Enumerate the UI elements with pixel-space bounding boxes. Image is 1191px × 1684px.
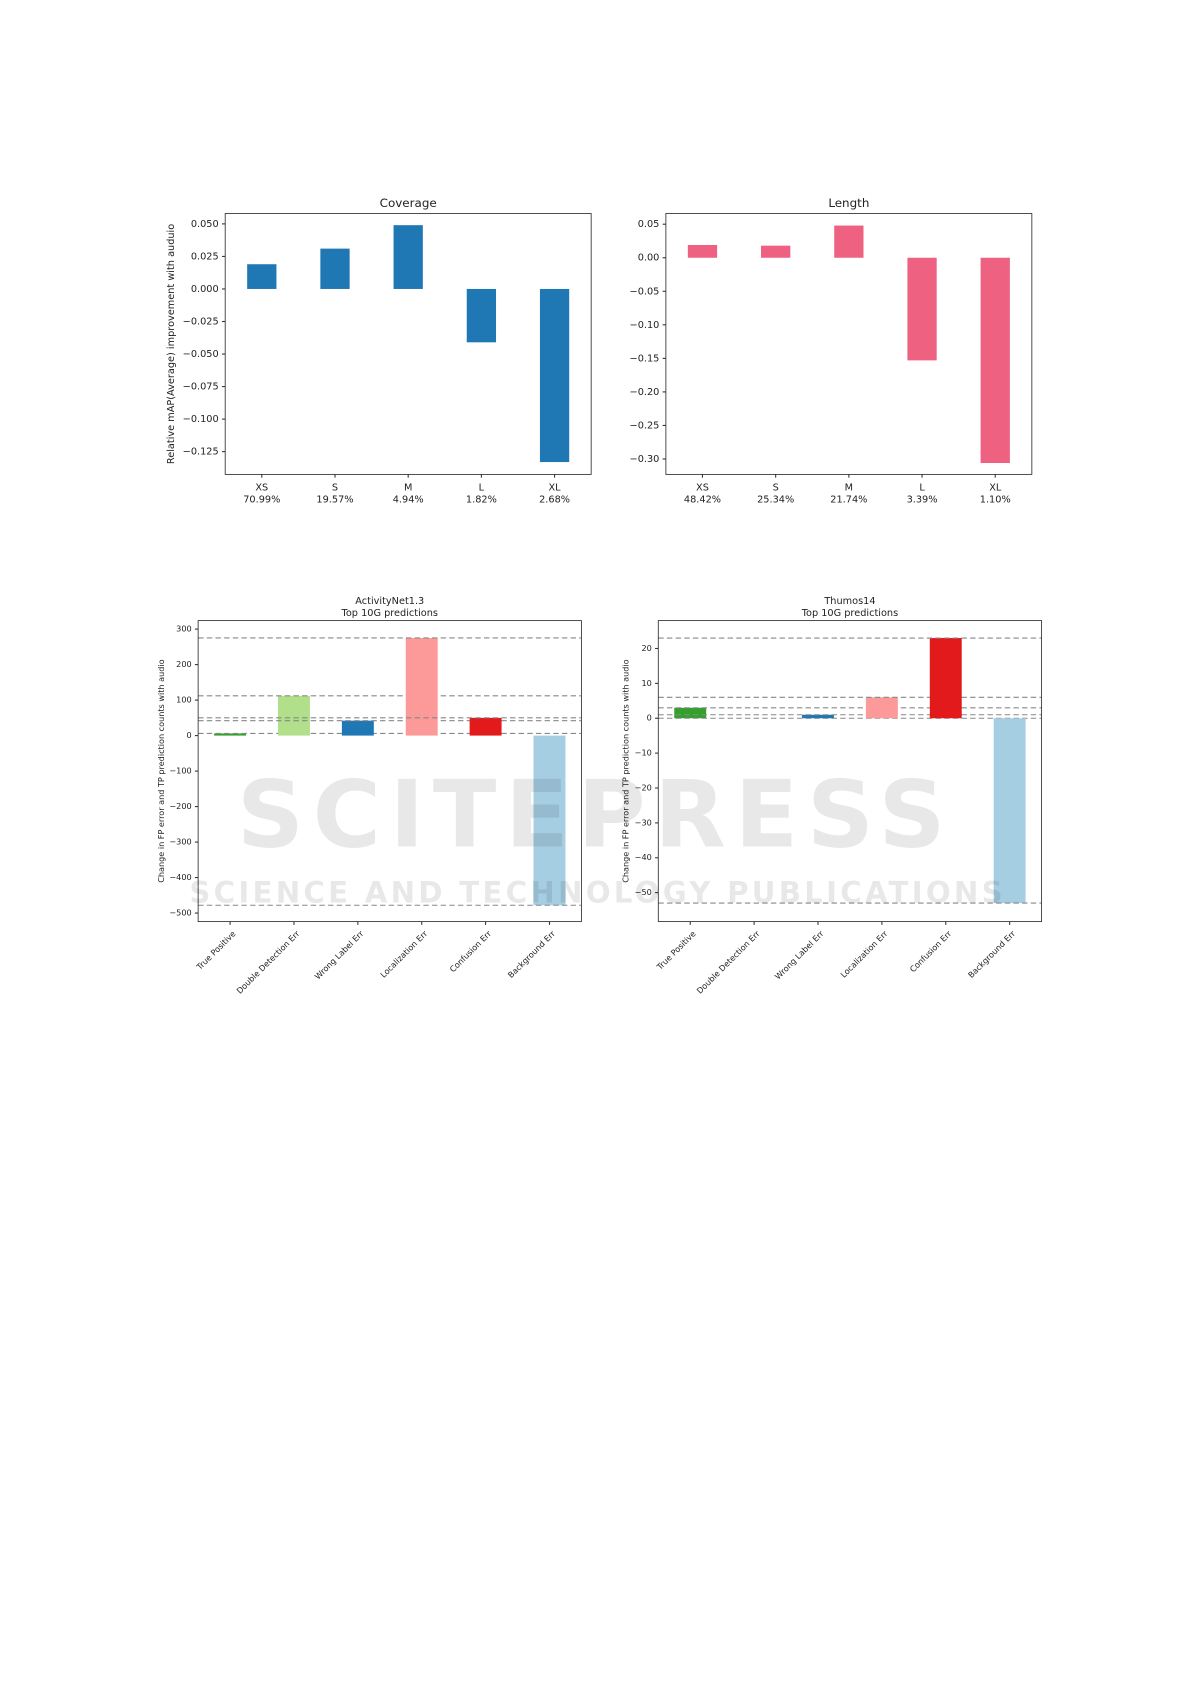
bar	[469, 717, 502, 736]
y-tick-label: −0.20	[630, 387, 660, 398]
y-tick-label: −200	[169, 801, 191, 811]
y-tick-label: 10	[641, 678, 651, 688]
bar	[687, 245, 718, 258]
y-tick-label: 0.00	[638, 253, 660, 264]
plot-frame	[224, 213, 592, 475]
x-tick-sublabel: 19.57%	[316, 494, 353, 505]
chart-title: ActivityNet1.3	[355, 596, 424, 607]
y-tick-label: −0.125	[183, 447, 219, 458]
y-tick-label: 0.000	[191, 284, 219, 295]
y-tick-label: −300	[169, 837, 191, 847]
bar	[929, 638, 962, 719]
y-axis-label: Change in FP error and TP prediction cou…	[156, 659, 166, 882]
chart-subtitle: Top 10G predictions	[341, 608, 438, 619]
x-tick-label: XL	[989, 482, 1002, 493]
x-tick-sublabel: 2.68%	[539, 494, 570, 505]
x-tick-label: M	[404, 482, 412, 493]
y-axis-label: Change in FP error and TP prediction cou…	[620, 659, 630, 882]
x-tick-sublabel: 1.82%	[466, 494, 497, 505]
y-axis-label: Relative mAP(Average) improvement with a…	[166, 224, 177, 464]
x-tick-label: XS	[255, 482, 268, 493]
plot-frame	[665, 213, 1033, 475]
y-tick-label: −0.30	[630, 454, 660, 465]
bar	[405, 637, 438, 736]
y-tick-label: −20	[635, 782, 652, 792]
watermark-subtitle: SCIENCE AND TECHNOLOGY PUBLICATIONS	[189, 876, 1006, 910]
bar	[907, 257, 937, 361]
y-tick-label: 100	[176, 695, 191, 705]
bar	[320, 248, 350, 289]
y-tick-label: 20	[641, 643, 651, 653]
x-tick-sublabel: 48.42%	[684, 494, 721, 505]
bar	[341, 720, 374, 736]
y-tick-label: 0.025	[191, 251, 219, 262]
bar	[247, 264, 277, 289]
x-tick-label: L	[479, 482, 485, 493]
chart-subtitle: Top 10G predictions	[801, 608, 898, 619]
x-tick-label: S	[773, 482, 779, 493]
chart-title: Coverage	[380, 196, 437, 210]
bar	[533, 735, 566, 906]
bar	[761, 245, 791, 258]
y-tick-label: 0.050	[191, 219, 219, 230]
y-tick-label: 0.05	[638, 219, 660, 230]
bar	[802, 714, 834, 719]
y-tick-label: 200	[176, 659, 191, 669]
x-tick-sublabel: 70.99%	[243, 494, 280, 505]
bar	[277, 695, 310, 736]
bar	[865, 697, 898, 719]
y-tick-label: −10	[635, 748, 652, 758]
bar	[393, 225, 423, 289]
bar	[539, 288, 570, 463]
y-tick-label: −0.05	[630, 286, 660, 297]
y-tick-label: −40	[635, 852, 652, 862]
y-tick-label: 0	[647, 713, 652, 723]
bar	[466, 288, 497, 343]
x-tick-label: L	[919, 482, 925, 493]
chart-title: Thumos14	[823, 596, 875, 607]
y-tick-label: −100	[169, 766, 191, 776]
x-tick-label: XS	[696, 482, 709, 493]
y-tick-label: −400	[169, 872, 191, 882]
plot-frame	[657, 620, 1043, 923]
x-tick-label: M	[845, 482, 853, 493]
y-tick-label: −50	[635, 887, 652, 897]
y-tick-label: −0.075	[183, 382, 219, 393]
x-tick-sublabel: 25.34%	[757, 494, 794, 505]
y-tick-label: −30	[635, 817, 652, 827]
bar	[993, 718, 1026, 904]
x-tick-label: S	[332, 482, 338, 493]
bar	[980, 257, 1010, 464]
y-tick-label: −0.15	[630, 353, 660, 364]
x-tick-sublabel: 21.74%	[830, 494, 867, 505]
bar	[674, 707, 707, 719]
y-tick-label: 0	[186, 730, 191, 740]
bar	[834, 225, 864, 258]
plot-frame	[197, 620, 582, 923]
x-tick-label: XL	[549, 482, 562, 493]
watermark: SCITEPRESS	[237, 760, 954, 868]
chart-title: Length	[828, 196, 869, 210]
x-tick-sublabel: 1.10%	[980, 494, 1011, 505]
y-tick-label: −0.025	[183, 316, 219, 327]
y-tick-label: −500	[169, 908, 191, 918]
x-tick-sublabel: 4.94%	[393, 494, 424, 505]
y-tick-label: −0.050	[183, 349, 219, 360]
y-tick-label: −0.10	[630, 320, 660, 331]
y-tick-label: 300	[176, 624, 191, 634]
x-tick-sublabel: 3.39%	[907, 494, 938, 505]
y-tick-label: −0.100	[183, 414, 219, 425]
y-tick-label: −0.25	[630, 420, 660, 431]
bar	[214, 733, 247, 736]
